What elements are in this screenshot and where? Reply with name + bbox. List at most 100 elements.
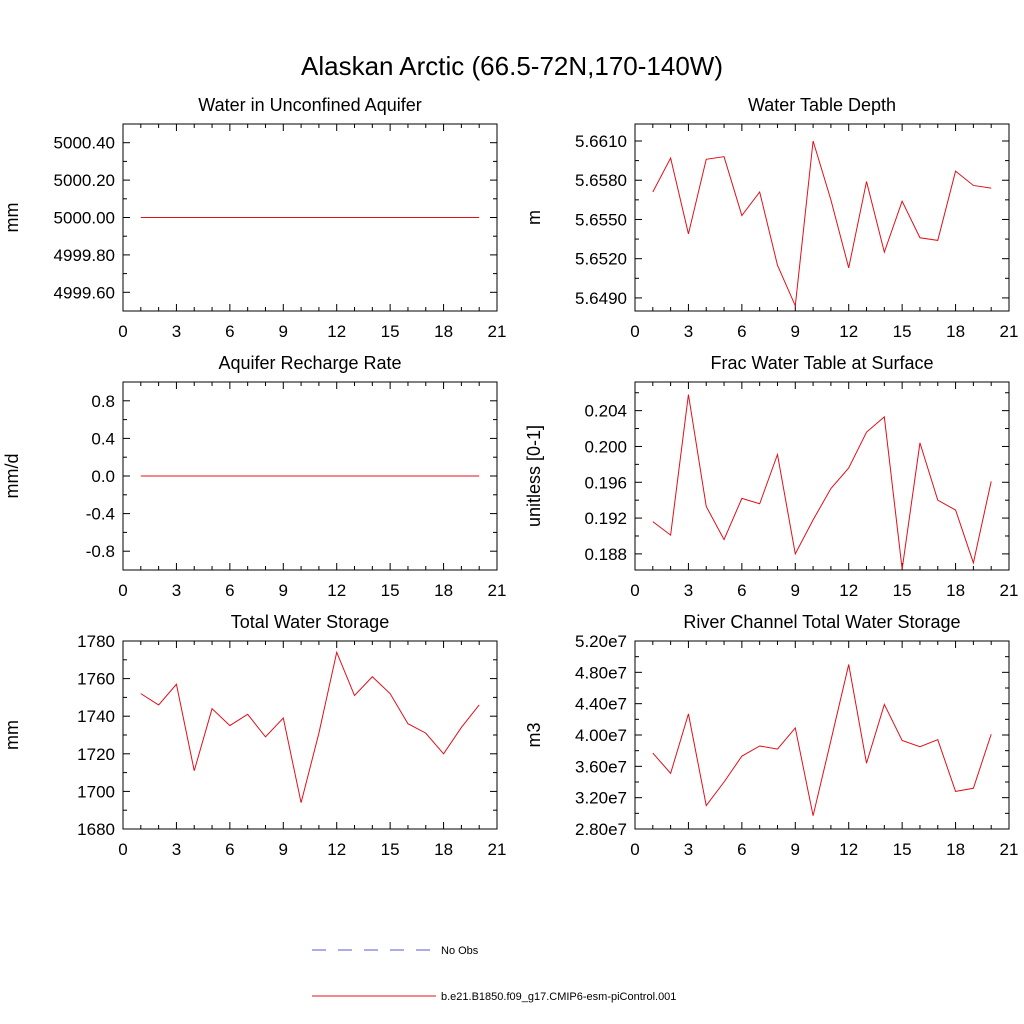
- x-tick-label: 6: [737, 840, 746, 859]
- y-tick-label: 0.8: [91, 392, 115, 411]
- x-tick-label: 0: [118, 581, 127, 600]
- x-tick-label: 3: [172, 840, 181, 859]
- x-tick-label: 9: [791, 581, 800, 600]
- y-tick-label: 5000.40: [54, 134, 115, 153]
- y-tick-label: 0.196: [584, 473, 627, 492]
- x-tick-label: 12: [327, 581, 346, 600]
- x-tick-label: 21: [488, 581, 507, 600]
- y-tick-label: 0.4: [91, 429, 115, 448]
- x-tick-label: 3: [684, 581, 693, 600]
- panel-6: River Channel Total Water Storage 0 3 6 9 12 1…: [524, 612, 1018, 859]
- plot-frame: [634, 381, 1010, 571]
- x-tick-label: 9: [791, 322, 800, 341]
- panel-title: Frac Water Table at Surface: [710, 353, 933, 373]
- x-tick-label: 21: [488, 840, 507, 859]
- x-tick-label: 9: [279, 322, 288, 341]
- panel-title: Aquifer Recharge Rate: [218, 353, 401, 373]
- panel-title: Water in Unconfined Aquifer: [198, 95, 421, 115]
- x-tick-label: 18: [946, 581, 965, 600]
- y-tick-label: 0.200: [584, 437, 627, 456]
- panel-title: Total Water Storage: [231, 612, 389, 632]
- x-tick-label: 15: [893, 322, 912, 341]
- y-tick-label: -0.8: [86, 542, 115, 561]
- legend-label-no-obs: No Obs: [441, 945, 479, 957]
- x-tick-label: 15: [893, 581, 912, 600]
- y-tick-label: 4.80e7: [575, 663, 627, 682]
- y-axis-label: m: [524, 210, 544, 225]
- x-tick-label: 6: [737, 581, 746, 600]
- panel-1: Water in Unconfined Aquifer 0 3 6 9 12 15 18 21 4…: [2, 95, 506, 341]
- y-tick-label: 5.6610: [575, 132, 627, 151]
- y-tick-label: 1740: [77, 707, 115, 726]
- y-tick-label: 4.40e7: [575, 695, 627, 714]
- x-tick-label: 21: [1000, 322, 1019, 341]
- y-tick-label: 5000.00: [54, 209, 115, 228]
- panel-3: Aquifer Recharge Rate 0 3 6 9 12 15 18 21 -0.8 -0.…: [2, 353, 506, 600]
- x-tick-label: 15: [893, 840, 912, 859]
- y-tick-label: 0.0: [91, 467, 115, 486]
- panel-2: Water Table Depth 0 3 6 9 12 15 18 21 5.6490 5.652…: [524, 95, 1018, 341]
- y-tick-label: 5.6580: [575, 171, 627, 190]
- x-tick-label: 21: [1000, 840, 1019, 859]
- x-tick-label: 15: [381, 581, 400, 600]
- y-tick-label: -0.4: [86, 505, 115, 524]
- x-tick-label: 15: [381, 322, 400, 341]
- x-tick-label: 18: [434, 581, 453, 600]
- series-line-1: [140, 650, 480, 803]
- legend-label-model: b.e21.B1850.f09_g17.CMIP6-esm-piControl.…: [441, 991, 676, 1003]
- y-axis-label: m3: [524, 722, 544, 747]
- y-tick-label: 5.6550: [575, 210, 627, 229]
- x-tick-label: 0: [630, 581, 639, 600]
- x-tick-label: 0: [118, 322, 127, 341]
- x-tick-label: 9: [279, 840, 288, 859]
- x-tick-label: 12: [839, 322, 858, 341]
- legend: No Obs b.e21.B1850.f09_g17.CMIP6-esm-piC…: [312, 945, 676, 1003]
- y-tick-label: 2.80e7: [575, 820, 627, 839]
- x-tick-label: 18: [946, 322, 965, 341]
- x-tick-label: 6: [225, 840, 234, 859]
- x-tick-label: 12: [839, 840, 858, 859]
- y-tick-label: 5000.20: [54, 171, 115, 190]
- x-tick-label: 0: [118, 840, 127, 859]
- x-tick-label: 6: [737, 322, 746, 341]
- panel-title: River Channel Total Water Storage: [683, 612, 960, 632]
- series-line-1: [652, 140, 992, 308]
- y-axis-label: mm: [2, 203, 22, 233]
- x-tick-label: 0: [630, 840, 639, 859]
- x-tick-label: 3: [684, 322, 693, 341]
- x-tick-label: 18: [434, 840, 453, 859]
- x-tick-label: 3: [684, 840, 693, 859]
- y-tick-label: 5.20e7: [575, 632, 627, 651]
- y-axis-label: unitless [0-1]: [524, 425, 544, 527]
- y-tick-label: 1680: [77, 820, 115, 839]
- x-tick-label: 15: [381, 840, 400, 859]
- y-tick-label: 0.192: [584, 509, 627, 528]
- x-tick-label: 12: [327, 322, 346, 341]
- x-tick-label: 3: [172, 322, 181, 341]
- y-tick-label: 1700: [77, 782, 115, 801]
- series-line-1: [652, 664, 992, 816]
- y-tick-label: 1720: [77, 745, 115, 764]
- plot-frame: [634, 123, 1010, 312]
- series-line-1: [652, 394, 992, 570]
- y-axis-label: mm/d: [2, 454, 22, 499]
- x-tick-label: 21: [488, 322, 507, 341]
- x-tick-label: 12: [839, 581, 858, 600]
- x-tick-label: 9: [279, 581, 288, 600]
- y-axis-label: mm: [2, 720, 22, 750]
- y-tick-label: 0.188: [584, 545, 627, 564]
- figure-title: Alaskan Arctic (66.5-72N,170-140W): [301, 51, 723, 81]
- x-tick-label: 18: [946, 840, 965, 859]
- y-tick-label: 4.00e7: [575, 726, 627, 745]
- x-tick-label: 3: [172, 581, 181, 600]
- y-tick-label: 0.204: [584, 402, 627, 421]
- x-tick-label: 21: [1000, 581, 1019, 600]
- x-tick-label: 6: [225, 322, 234, 341]
- x-tick-label: 9: [791, 840, 800, 859]
- x-tick-label: 6: [225, 581, 234, 600]
- x-tick-label: 18: [434, 322, 453, 341]
- y-tick-label: 4999.60: [54, 283, 115, 302]
- y-tick-label: 1780: [77, 632, 115, 651]
- y-tick-label: 1760: [77, 670, 115, 689]
